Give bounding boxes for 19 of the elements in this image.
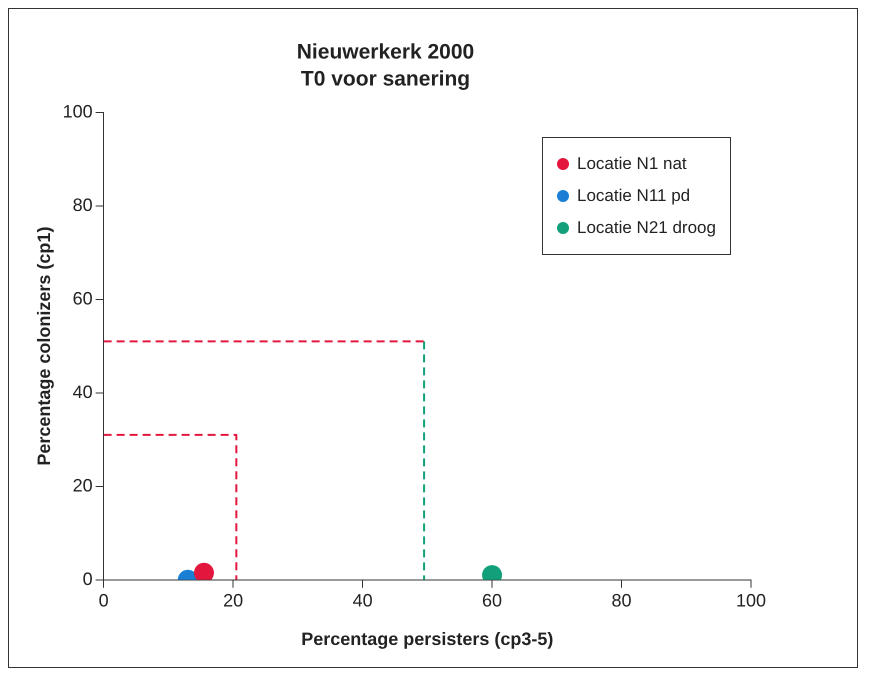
y-tick-label: 60	[72, 288, 93, 308]
x-tick-label: 80	[612, 590, 632, 611]
y-tick-label: 40	[72, 382, 93, 402]
legend-label: Locatie N1 nat	[577, 154, 687, 174]
x-axis-title: Percentage persisters (cp3-5)	[301, 629, 554, 650]
x-tick-label: 100	[736, 590, 766, 611]
y-tick-label: 20	[72, 475, 93, 496]
legend-label: Locatie N11 pd	[577, 186, 690, 206]
x-tick-label: 0	[98, 590, 109, 611]
y-tick-label: 80	[72, 194, 93, 215]
y-tick-label: 0	[82, 568, 93, 589]
legend-label: Locatie N21 droog	[577, 218, 716, 238]
chart-title: Nieuwerkerk 2000	[296, 40, 474, 64]
y-tick-label: 100	[62, 101, 93, 122]
chart-subtitle: T0 voor sanering	[300, 68, 470, 91]
x-tick-label: 20	[223, 590, 244, 611]
x-tick-label: 40	[352, 590, 373, 611]
y-axis-title: Percentage colonizers (cp1)	[34, 226, 54, 466]
x-tick-label: 60	[482, 590, 502, 611]
